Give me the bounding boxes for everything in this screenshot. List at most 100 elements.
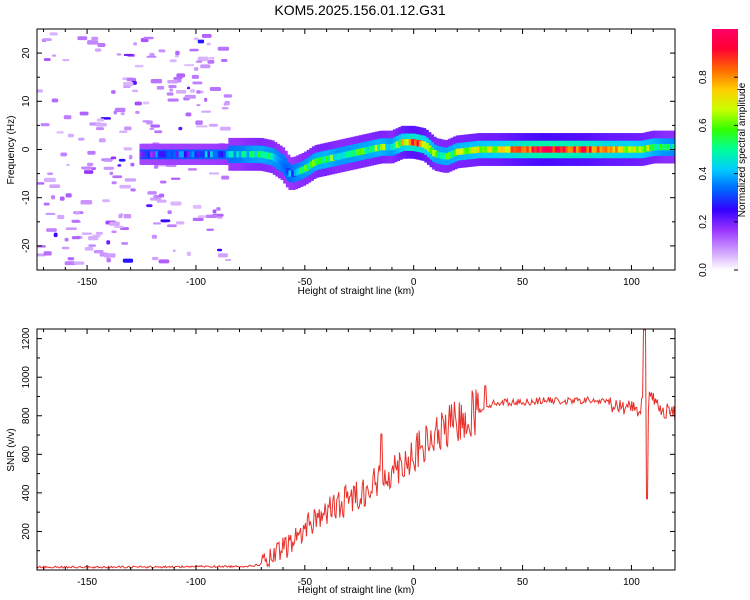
heatmap-signal-core [369,146,374,153]
heatmap-y-axis-label: Frequency (Hz) [6,116,17,185]
heatmap-noise-cell [56,131,64,134]
heatmap-signal-core [552,146,557,153]
heatmap-signal-core [155,151,160,158]
heatmap-signal-core [173,151,178,158]
heatmap-signal-core [392,142,398,149]
heatmap-noise-cell [143,36,154,40]
heatmap-noise-cell [184,64,195,67]
heatmap-noise-cell [184,94,196,99]
heatmap-noise-cell [118,213,123,219]
heatmap-noise-cell [95,231,103,235]
heatmap-noise-cell [123,147,132,151]
x-tick-label: -100 [186,577,206,588]
x-tick-label: -50 [298,277,313,288]
heatmap-noise-cell [79,111,89,116]
heatmap-noise-cell [221,107,229,110]
heatmap-noise-cell [209,56,215,60]
heatmap-signal-core [189,151,194,158]
heatmap-noise-cell [118,158,126,162]
heatmap-noise-cell [109,221,120,226]
x-tick-label: -50 [298,577,313,588]
heatmap-signal-core [330,154,335,162]
y-tick-label: 10 [21,95,32,107]
heatmap-noise-cell [95,122,107,127]
heatmap-noise-cell [90,167,97,170]
heatmap-signal-core [147,151,152,158]
heatmap-noise-cell [206,228,214,231]
y-tick-label: 600 [21,446,32,463]
heatmap-signal-core [191,151,197,158]
heatmap-noise-cell [217,253,228,258]
heatmap-noise-cell [167,79,179,84]
heatmap-signal-core [484,146,489,153]
heatmap-noise-cell [87,236,99,241]
heatmap-noise-cell [212,209,217,214]
heatmap-noise-cell [45,212,56,215]
heatmap-signal-core [223,151,228,158]
heatmap-noise-cell [169,59,177,63]
heatmap-signal-core [314,158,320,165]
heatmap-noise-cell [103,159,113,162]
heatmap-noise-cell [120,112,125,116]
heatmap-noise-cell [103,166,114,170]
heatmap-signal-core [257,151,262,158]
heatmap-noise-cell [64,237,69,242]
heatmap-noise-cell [191,74,199,79]
heatmap-signal-core [502,146,508,153]
heatmap-noise-cell [112,175,123,179]
heatmap-noise-cell [195,125,208,128]
heatmap-noise-cell [158,259,170,264]
heatmap-noise-cell [43,38,52,41]
heatmap-noise-cell [111,90,116,94]
heatmap-noise-cell [193,37,199,41]
heatmap-noise-cell [192,81,203,85]
heatmap-signal-core [176,151,181,158]
heatmap-signal-core [246,151,252,158]
heatmap-signal-core [557,146,563,153]
heatmap-noise-cell [197,56,209,62]
snr-y-ticks: 200 400 600 800 1000 1200 [21,327,675,552]
heatmap-noise-cell [50,195,56,200]
heatmap-noise-cell [114,107,126,113]
x-tick-label: 50 [517,577,529,588]
heatmap-noise-cell [123,81,134,87]
heatmap-signal-core [348,150,354,157]
heatmap-signal-core [267,153,273,160]
x-tick-label: 0 [411,277,417,288]
x-tick-label: 0 [411,577,417,588]
heatmap-signal-core [254,151,259,158]
heatmap-noise-cell [131,89,139,93]
snr-x-ticks: -150 -100 -50 0 50 100 [43,329,676,588]
heatmap-noise-cell [189,89,196,93]
heatmap-signal-core [505,146,510,153]
heatmap-signal-core [293,169,299,176]
heatmap-noise-cell [61,246,70,250]
heatmap-noise-cell [71,236,81,240]
heatmap-noise-cell [153,195,160,199]
heatmap-signal-core [139,151,145,158]
heatmap-signal-core [568,146,573,153]
heatmap-noise-cell [150,124,161,128]
heatmap-signal-core [630,146,636,153]
heatmap-signal-core [301,166,307,173]
heatmap-signal-core [217,151,223,158]
heatmap-noise-cell [221,59,228,62]
heatmap-signal-core [458,148,463,155]
heatmap-signal-core [581,146,586,153]
heatmap-signal-core [311,159,317,166]
heatmap-noise-cell [80,200,93,205]
heatmap-noise-cell [156,86,165,90]
heatmap-noise-cell [197,215,209,218]
heatmap-noise-cell [167,210,172,215]
heatmap-signal-core [249,151,254,158]
heatmap-signal-core [544,146,550,153]
heatmap-signal-core [578,146,583,153]
heatmap-signal-core [463,147,469,155]
heatmap-signal-core [437,152,442,159]
heatmap-signal-core [424,143,429,150]
heatmap-noise-cell [178,126,183,131]
heatmap-signal-core [283,164,288,171]
heatmap-noise-cell [57,214,65,220]
heatmap-signal-core [541,146,547,153]
